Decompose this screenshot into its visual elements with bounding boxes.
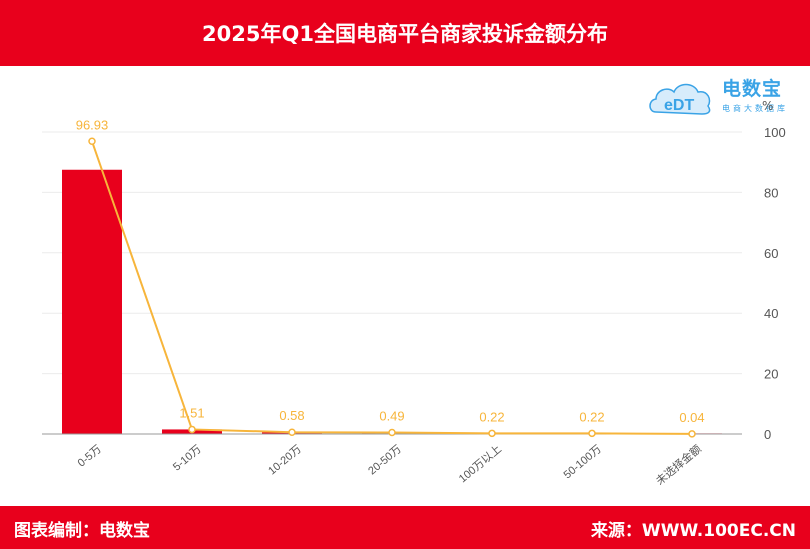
label-layer: 96.93 1.51 0.58 0.49 0.22 0.22 0.04: [76, 117, 705, 425]
footer-bar: 图表编制：电数宝 来源：WWW.100EC.CN: [0, 506, 810, 549]
y-tick-label: 40: [764, 306, 778, 321]
bar-layer: [62, 169, 722, 434]
data-label: 0.58: [279, 408, 304, 423]
x-tick-label: 10-20万: [266, 443, 304, 477]
x-tick-label: 100万以上: [456, 442, 504, 485]
x-tick-label: 未选择金额: [653, 442, 704, 488]
line-point: [488, 429, 496, 438]
data-label: 0.22: [579, 409, 604, 424]
line-point: [288, 428, 296, 436]
data-label: 0.22: [479, 409, 504, 424]
x-tick-label: 50-100万: [562, 443, 604, 481]
cloud-edt-logo-icon: eDT: [649, 83, 711, 115]
y-tick-label: 60: [764, 246, 778, 261]
line-layer: [88, 137, 696, 438]
bar: [62, 169, 122, 434]
complaint-amount-chart: 0 20 40 60 80 100 0-5万 5-10万 10-20万 20-50万 100万以上 5…: [42, 117, 786, 488]
footer-credit: 图表编制：电数宝: [14, 521, 150, 541]
x-tick-label: 0-5万: [76, 443, 104, 469]
line-point: [88, 137, 96, 146]
logo-subtitle: 电商大数据库: [722, 104, 788, 113]
data-label: 0.04: [679, 410, 704, 425]
y-axis-unit: %: [762, 99, 774, 113]
line-point: [188, 425, 196, 434]
grid-layer: [42, 131, 742, 375]
line-point: [588, 429, 596, 438]
series-line: [91, 140, 693, 435]
y-tick-label: 20: [764, 367, 778, 382]
data-label: 0.49: [379, 409, 404, 424]
svg-text:eDT: eDT: [664, 97, 694, 114]
chart-title: 2025年Q1全国电商平台商家投诉金额分布: [202, 22, 608, 46]
line-point: [388, 428, 396, 437]
line-point: [688, 430, 696, 438]
y-tick-label: 0: [764, 427, 771, 442]
data-label: 96.93: [76, 117, 109, 132]
footer-source: 来源：WWW.100EC.CN: [590, 521, 796, 541]
chart-title-banner: 2025年Q1全国电商平台商家投诉金额分布: [0, 0, 810, 66]
logo-name: 电数宝: [722, 78, 783, 100]
x-tick-label: 20-50万: [366, 443, 404, 477]
x-tick-label: 5-10万: [171, 443, 204, 473]
data-label: 1.51: [179, 405, 204, 420]
y-tick-label: 100: [764, 125, 786, 140]
y-tick-label: 80: [764, 185, 778, 200]
